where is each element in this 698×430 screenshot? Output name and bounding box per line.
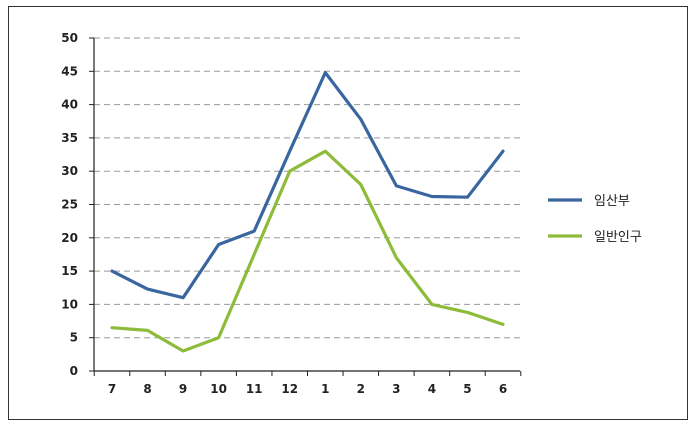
y-tick-label-10: 10 — [61, 297, 78, 311]
x-tick-label-1: 1 — [321, 382, 329, 396]
x-axis-ticks: 7 8 9 10 11 12 1 2 3 4 5 6 — [93, 371, 522, 396]
y-tick-label-0: 0 — [70, 364, 78, 378]
x-tick-label-9: 9 — [179, 382, 187, 396]
x-tick-label-2: 2 — [357, 382, 365, 396]
y-tick-label-20: 20 — [61, 231, 78, 245]
x-tick-label-7: 7 — [108, 382, 116, 396]
x-tick-label-4: 4 — [428, 382, 436, 396]
chart-frame — [8, 6, 688, 420]
y-tick-label-15: 15 — [61, 264, 78, 278]
x-tick-label-6: 6 — [499, 382, 507, 396]
grid-lines — [94, 37, 520, 339]
series-lines — [110, 70, 505, 353]
y-tick-label-30: 30 — [61, 164, 78, 178]
y-tick-label-50: 50 — [61, 31, 78, 45]
x-tick-label-10: 10 — [210, 382, 227, 396]
y-axis-ticks: 0 5 10 15 20 25 30 35 40 45 50 — [61, 31, 94, 378]
y-tick-label-40: 40 — [61, 98, 78, 112]
y-tick-label-5: 5 — [70, 331, 78, 345]
y-tick-label-35: 35 — [61, 131, 78, 145]
x-tick-label-8: 8 — [143, 382, 151, 396]
series-line-2 — [110, 149, 505, 353]
y-tick-label-45: 45 — [61, 64, 78, 78]
x-tick-label-11: 11 — [246, 382, 263, 396]
x-tick-label-5: 5 — [463, 382, 471, 396]
series-line-1 — [110, 70, 505, 300]
legend-label-2: 일반인구 — [594, 230, 642, 245]
legend-label-1: 임산부 — [594, 194, 630, 209]
x-tick-label-12: 12 — [281, 382, 298, 396]
x-tick-label-3: 3 — [392, 382, 400, 396]
y-tick-label-25: 25 — [61, 198, 78, 212]
